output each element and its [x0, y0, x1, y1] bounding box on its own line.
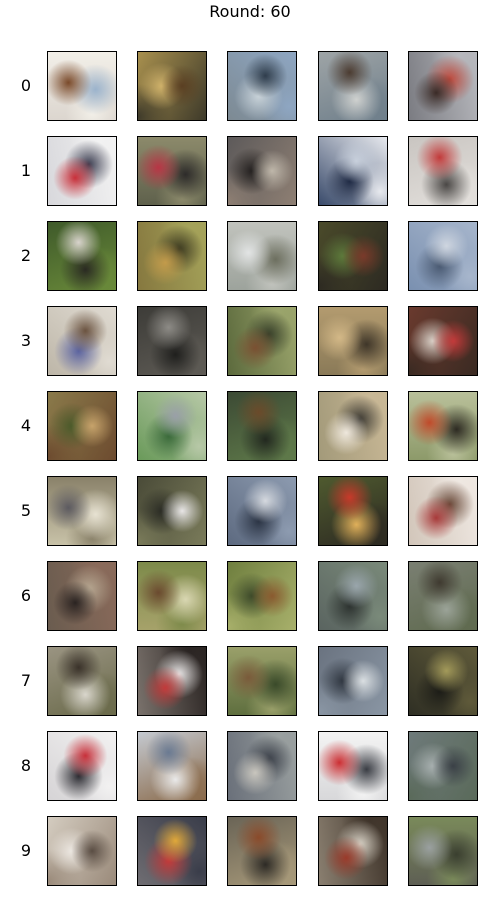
sample-image	[318, 391, 388, 461]
sample-image	[137, 731, 207, 801]
sample-image	[137, 221, 207, 291]
row-label: 6	[20, 586, 32, 605]
sample-image	[47, 816, 117, 886]
row-label: 3	[20, 331, 32, 350]
sample-image	[137, 646, 207, 716]
sample-image	[47, 221, 117, 291]
row-label: 5	[20, 501, 32, 520]
sample-image	[227, 476, 297, 546]
sample-image	[318, 306, 388, 376]
sample-image	[408, 136, 478, 206]
sample-image	[227, 646, 297, 716]
sample-image	[137, 136, 207, 206]
row-label: 0	[20, 76, 32, 95]
row-label: 4	[20, 416, 32, 435]
sample-image	[227, 136, 297, 206]
row-label: 7	[20, 671, 32, 690]
sample-image	[318, 136, 388, 206]
figure-title: Round: 60	[209, 2, 291, 21]
row-label: 2	[20, 246, 32, 265]
sample-image	[137, 391, 207, 461]
sample-image	[227, 731, 297, 801]
sample-image	[47, 646, 117, 716]
sample-image	[137, 561, 207, 631]
sample-image	[47, 731, 117, 801]
sample-image	[408, 51, 478, 121]
sample-image	[47, 476, 117, 546]
sample-image	[47, 391, 117, 461]
sample-image	[408, 391, 478, 461]
sample-image	[47, 306, 117, 376]
sample-image	[227, 221, 297, 291]
sample-image	[408, 731, 478, 801]
row-label: 9	[20, 841, 32, 860]
sample-image	[47, 561, 117, 631]
sample-image	[408, 816, 478, 886]
sample-image	[318, 646, 388, 716]
row-label: 1	[20, 161, 32, 180]
sample-image	[318, 51, 388, 121]
sample-image	[318, 476, 388, 546]
sample-image	[318, 816, 388, 886]
sample-image	[227, 306, 297, 376]
sample-image	[408, 646, 478, 716]
sample-image	[408, 306, 478, 376]
sample-image	[137, 816, 207, 886]
row-label: 8	[20, 756, 32, 775]
sample-image	[227, 51, 297, 121]
sample-image	[408, 476, 478, 546]
sample-image	[137, 306, 207, 376]
sample-image	[227, 561, 297, 631]
sample-image	[227, 391, 297, 461]
sample-image	[47, 51, 117, 121]
sample-image	[137, 476, 207, 546]
sample-image	[47, 136, 117, 206]
sample-image	[318, 221, 388, 291]
sample-image	[318, 731, 388, 801]
sample-image	[408, 561, 478, 631]
sample-image	[137, 51, 207, 121]
sample-image	[227, 816, 297, 886]
sample-image	[408, 221, 478, 291]
sample-image	[318, 561, 388, 631]
